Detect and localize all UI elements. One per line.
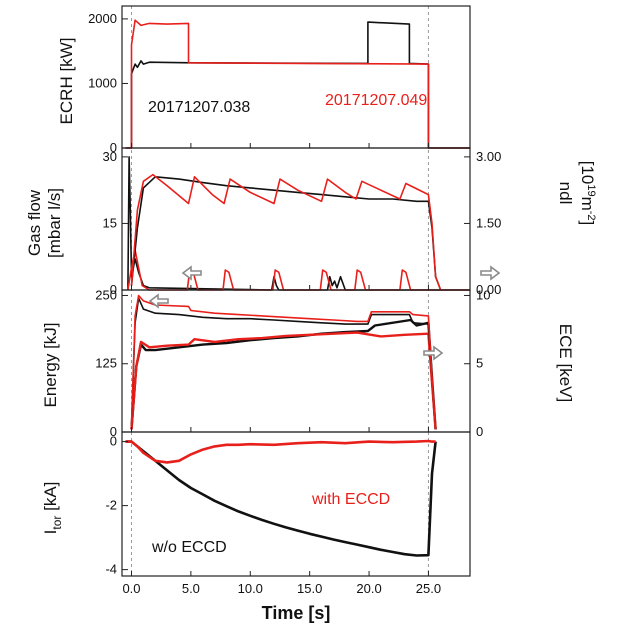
xtick-label-2: 10.0 — [238, 581, 263, 596]
y2tick-label-1-1: 1.50 — [476, 215, 501, 230]
ytick-label-2-0: 0 — [110, 424, 117, 439]
label-shot-049: 20171207.049 — [325, 92, 427, 109]
ylabel-1-line2: [mbar l/s] — [45, 188, 64, 258]
panel-0: 0 1000 2000 ECRH [kW] — [57, 5, 471, 155]
arrow-left-gas-icon — [181, 265, 202, 281]
arrow-left-energy-icon — [148, 293, 169, 309]
xtick-label-0: 0.0 — [122, 581, 140, 596]
series-2-0 — [130, 318, 437, 430]
panel-2: 0 125 250 0 5 10 Energy [kJ] ECE [keV] — [41, 287, 575, 439]
label-without-eccd: w/o ECCD — [151, 539, 227, 556]
ytick-label-3-0: 0 — [110, 434, 117, 449]
xtick-label-1: 5.0 — [182, 581, 200, 596]
panel-3: 0 -2 -4 Itor [kA] — [41, 431, 471, 577]
arrow-right-ndl-icon — [480, 265, 501, 281]
xtick-label-4: 20.0 — [356, 581, 381, 596]
ytick-label-1-0: 0 — [110, 282, 117, 297]
ytick-label-2-1: 125 — [95, 356, 117, 371]
y2tick-label-2-1: 5 — [476, 356, 483, 371]
ylabel-0: ECRH [kW] — [57, 38, 76, 125]
ytick-label-0-1: 1000 — [88, 75, 117, 90]
ylabel-unit: [kA] — [41, 482, 60, 516]
series-2-3 — [130, 294, 437, 430]
series-0-0 — [125, 21, 470, 149]
panel-frame-1 — [121, 147, 471, 291]
label-shot-038: 20171207.038 — [148, 99, 250, 116]
ylabel-3: Itor [kA] — [41, 482, 64, 535]
series-1-0 — [127, 156, 470, 291]
y2tick-label-1-0: 0.00 — [476, 282, 501, 297]
y2tick-label-2-2: 10 — [476, 287, 490, 302]
series-2-2 — [130, 297, 437, 430]
ylabel2-main: ndl — [556, 182, 575, 205]
xtick-label-5: 25.0 — [416, 581, 441, 596]
label-with-eccd: with ECCD — [311, 491, 390, 508]
xtick-label-3: 15.0 — [297, 581, 322, 596]
series-2-1 — [130, 331, 437, 430]
ytick-label-0-2: 2000 — [88, 11, 117, 26]
panel-frame-3 — [121, 431, 471, 577]
series-0-1 — [125, 19, 470, 149]
ytick-label-2-2: 250 — [95, 287, 117, 302]
series-1-3 — [130, 173, 442, 290]
panel-1: 0 15 30 0.00 1.50 3.00 Gas flow [mbar l/s] ndl[1… — [25, 147, 597, 297]
ylabel-2: Energy [kJ] — [41, 322, 60, 407]
ylabel-sub: tor — [50, 516, 64, 530]
ytick-label-3-2: -4 — [105, 562, 117, 577]
ytick-label-0-0: 0 — [110, 140, 117, 155]
y2tick-label-1-2: 3.00 — [476, 149, 501, 164]
arrow-right-ece-icon — [423, 345, 444, 361]
ylabel2-unit: [1019m-2] — [578, 161, 597, 226]
series-3-0 — [125, 440, 437, 557]
ylabel-1-line1: Gas flow — [25, 189, 44, 256]
y2tick-label-2-0: 0 — [476, 424, 483, 439]
panel-frame-0 — [121, 5, 471, 149]
panel-frame-2 — [121, 289, 471, 433]
ytick-label-3-1: -2 — [105, 498, 117, 513]
ytick-label-1-2: 30 — [103, 149, 117, 164]
series-3-1 — [125, 439, 436, 464]
series-1-1 — [127, 249, 470, 291]
ylabel-main: I — [41, 530, 60, 535]
ylabel2-2: ECE [keV] — [556, 324, 575, 402]
x-axis-label: Time [s] — [262, 603, 331, 623]
ytick-label-1-1: 15 — [103, 215, 117, 230]
